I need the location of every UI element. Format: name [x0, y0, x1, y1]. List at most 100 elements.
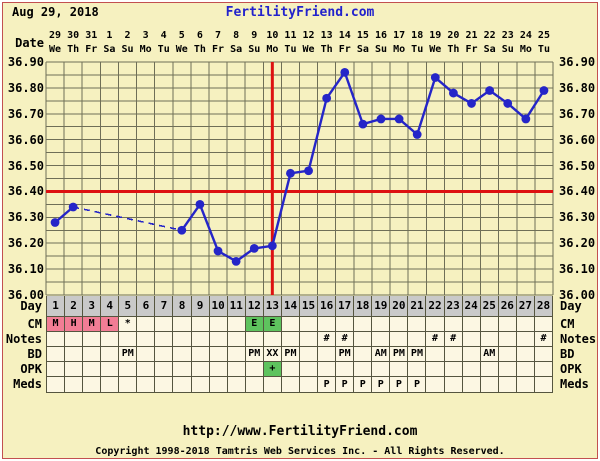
- opk-cell-day-1: [47, 362, 66, 376]
- y-tick-label: 36.60: [7, 132, 44, 147]
- cm-cell-day-1: M: [47, 317, 66, 331]
- date-cell: 25: [537, 30, 550, 41]
- day-cell-day-13: 13: [263, 296, 282, 316]
- opk-cell-day-13: +: [263, 362, 282, 376]
- meds-cell-day-11: [227, 377, 246, 392]
- bd-cell-day-6: [137, 347, 156, 361]
- weekday-cell: We: [302, 44, 315, 55]
- meds-cell-day-23: [444, 377, 463, 392]
- y-tick-label: 36.40: [559, 184, 596, 199]
- opk-cell-day-19: [372, 362, 391, 376]
- meds-cell-day-24: [462, 377, 481, 392]
- notes-cell-day-13: [263, 332, 282, 346]
- notes-cell-day-8: [173, 332, 192, 346]
- day-cell-day-28: 28: [534, 296, 553, 316]
- notes-cell-day-23: #: [444, 332, 463, 346]
- day-cell-day-1: 1: [47, 296, 66, 316]
- y-tick-label: 36.90: [7, 55, 44, 69]
- opk-cell-day-18: [354, 362, 373, 376]
- cm-cell-day-15: [299, 317, 319, 331]
- y-tick-label: 36.70: [559, 106, 596, 121]
- date-cell: 15: [356, 30, 369, 41]
- y-tick-label: 36.20: [559, 236, 596, 251]
- row-label-bd: BD: [27, 346, 42, 361]
- opk-row: +: [46, 362, 553, 377]
- meds-cell-day-20: P: [390, 377, 409, 392]
- row-label-day-right: Day: [560, 298, 582, 313]
- cm-cell-day-16: [318, 317, 337, 331]
- notes-cell-day-7: [155, 332, 174, 346]
- bd-cell-day-9: [191, 347, 210, 361]
- meds-cell-day-17: P: [336, 377, 355, 392]
- notes-cell-day-15: [299, 332, 319, 346]
- date-cell: 31: [85, 30, 98, 41]
- weekday-cell: Fr: [465, 44, 478, 55]
- notes-cell-day-5: [119, 332, 138, 346]
- date-cell: 7: [214, 30, 222, 41]
- notes-cell-day-16: #: [318, 332, 337, 346]
- day-cell-day-14: 14: [281, 296, 300, 316]
- chart-date: Aug 29, 2018: [12, 5, 99, 19]
- weekday-cell: We: [429, 44, 442, 55]
- y-tick-label: 36.80: [559, 80, 596, 95]
- opk-cell-day-12: [245, 362, 264, 376]
- meds-cell-day-21: P: [408, 377, 427, 392]
- day-cell-day-24: 24: [462, 296, 481, 316]
- date-cell: 18: [411, 30, 424, 41]
- y-tick-label: 36.40: [7, 184, 44, 199]
- meds-cell-day-26: [498, 377, 517, 392]
- cm-cell-day-19: [372, 317, 391, 331]
- site-title-link[interactable]: FertilityFriend.com: [225, 5, 375, 20]
- weekday-cell: Tu: [411, 44, 424, 55]
- date-cell: 2: [124, 30, 131, 41]
- meds-cell-day-16: P: [318, 377, 337, 392]
- date-cell: 8: [233, 30, 240, 41]
- weekday-cell: Su: [121, 44, 134, 55]
- meds-cell-day-18: P: [354, 377, 373, 392]
- cm-cell-day-17: [336, 317, 355, 331]
- footer-url-text[interactable]: http://www.FertilityFriend.com: [182, 424, 418, 439]
- notes-cell-day-3: [83, 332, 102, 346]
- row-label-meds: Meds: [13, 377, 42, 391]
- notes-cell-day-17: #: [336, 332, 355, 346]
- date-cell: 5: [178, 30, 185, 41]
- notes-cell-day-10: [209, 332, 228, 346]
- day-cell-day-23: 23: [444, 296, 463, 316]
- footer-url-link[interactable]: http://www.FertilityFriend.com: [0, 424, 600, 439]
- meds-cell-day-6: [137, 377, 156, 392]
- bd-cell-day-1: [47, 347, 66, 361]
- y-tick-label: 36.80: [7, 80, 44, 95]
- weekday-cell: Fr: [85, 44, 98, 55]
- cm-cell-day-20: [390, 317, 409, 331]
- weekday-cell: Tu: [284, 44, 297, 55]
- cm-cell-day-4: L: [101, 317, 120, 331]
- cm-cell-day-25: [480, 317, 499, 331]
- opk-cell-day-7: [155, 362, 174, 376]
- opk-cell-day-16: [318, 362, 337, 376]
- row-label-opk: OPK: [20, 361, 42, 376]
- weekday-cell: Mo: [139, 44, 152, 55]
- weekday-cell: Mo: [393, 44, 406, 55]
- day-cell-day-17: 17: [336, 296, 355, 316]
- weekday-cell: Sa: [483, 44, 496, 55]
- opk-cell-day-2: [65, 362, 84, 376]
- y-tick-label: 36.70: [7, 106, 44, 121]
- weekday-cell: Sa: [230, 44, 243, 55]
- notes-cell-day-18: [354, 332, 373, 346]
- weekday-cell: We: [49, 44, 62, 55]
- bd-cell-day-23: [444, 347, 463, 361]
- opk-cell-day-4: [101, 362, 120, 376]
- cm-cell-day-18: [354, 317, 373, 331]
- bd-cell-day-17: PM: [336, 347, 355, 361]
- date-cell: 21: [465, 30, 478, 41]
- day-cell-day-19: 19: [372, 296, 391, 316]
- y-tick-label: 36.50: [7, 158, 44, 173]
- day-cell-day-5: 5: [119, 296, 138, 316]
- day-cell-day-8: 8: [173, 296, 192, 316]
- cm-cell-day-6: [137, 317, 156, 331]
- meds-cell-day-9: [191, 377, 210, 392]
- notes-cell-day-20: [390, 332, 409, 346]
- notes-cell-day-14: [281, 332, 300, 346]
- meds-cell-day-4: [101, 377, 120, 392]
